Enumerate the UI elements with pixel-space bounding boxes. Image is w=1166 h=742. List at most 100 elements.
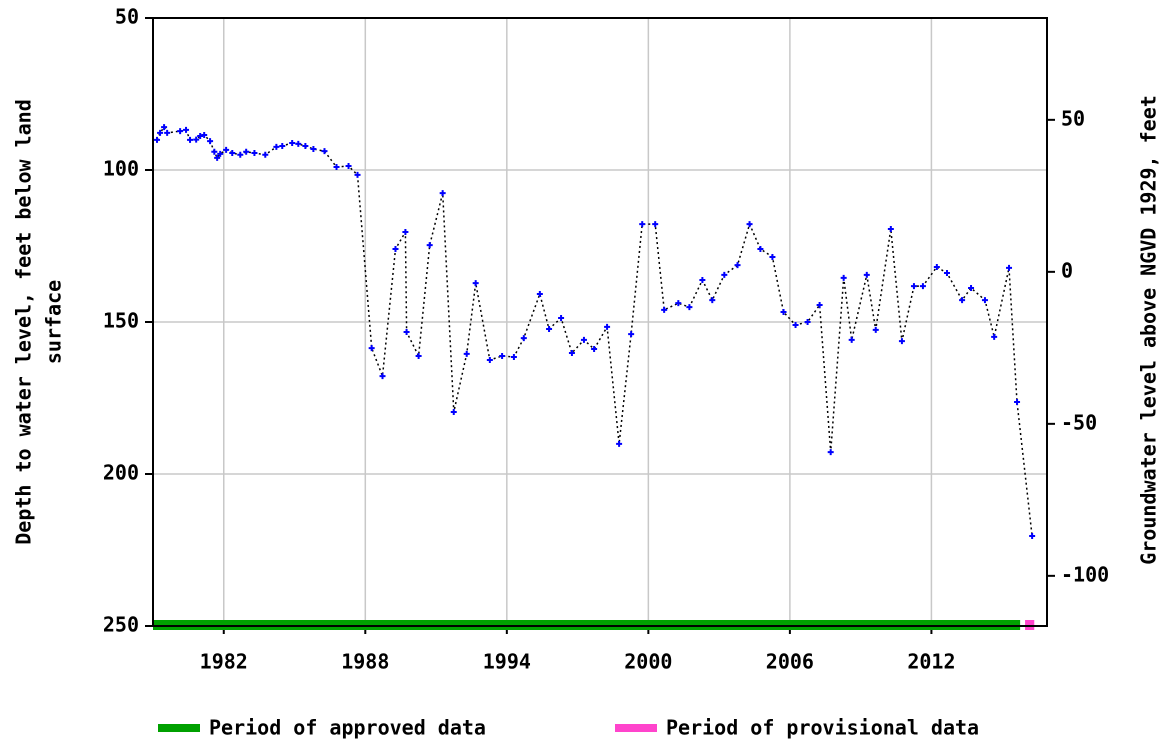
data-point (379, 373, 386, 380)
data-point (164, 129, 171, 136)
data-point (201, 132, 208, 139)
data-point (157, 129, 164, 136)
data-point (510, 353, 517, 360)
data-point (402, 229, 409, 236)
data-point (193, 136, 200, 143)
data-point (243, 148, 250, 155)
data-point (295, 140, 302, 147)
data-point (217, 150, 224, 157)
data-point (991, 333, 998, 340)
data-point (734, 262, 741, 269)
data-point (345, 163, 352, 170)
data-point (472, 280, 479, 287)
data-point (919, 283, 926, 290)
data-point (392, 246, 399, 253)
data-point (959, 297, 966, 304)
x-tick-label: 2012 (907, 650, 955, 674)
y2-tick-label: 0 (1061, 258, 1073, 282)
data-point (177, 128, 184, 135)
data-point (792, 322, 799, 329)
data-line (156, 125, 1033, 537)
y-tick-label: 250 (103, 613, 139, 637)
data-point (187, 136, 194, 143)
x-tick-label: 2006 (766, 650, 814, 674)
data-point (943, 270, 950, 277)
plot-frame (152, 17, 1048, 627)
data-point (721, 271, 728, 278)
data-point (709, 297, 716, 304)
data-point (804, 319, 811, 325)
data-point (310, 146, 317, 153)
data-point (450, 408, 457, 415)
data-point (591, 346, 598, 353)
data-point (161, 124, 168, 131)
data-point (207, 138, 214, 145)
data-point (546, 325, 553, 332)
y-axis-label: Depth to water level, feet below land (12, 99, 36, 545)
x-tick-label: 1988 (341, 650, 389, 674)
y-tick-label: 100 (103, 157, 139, 181)
data-point (827, 449, 834, 456)
data-point (333, 163, 340, 170)
data-point (251, 149, 258, 156)
data-point (887, 225, 894, 232)
y2-tick-label: -100 (1061, 562, 1109, 586)
data-point (558, 315, 565, 322)
data-point (628, 331, 635, 338)
data-point (898, 338, 905, 345)
data-point (279, 142, 286, 149)
data-point (639, 221, 646, 228)
data-point (321, 148, 328, 155)
data-point (1029, 533, 1036, 540)
data-point (699, 277, 706, 284)
data-point (223, 146, 230, 153)
data-point (910, 283, 917, 290)
data-point (757, 246, 764, 253)
data-point (780, 308, 787, 315)
data-point (840, 274, 847, 281)
data-point (686, 304, 693, 311)
data-point (154, 136, 161, 143)
data-point (746, 221, 753, 228)
data-point (439, 190, 446, 197)
data-point (289, 139, 296, 146)
data-point (426, 242, 433, 249)
data-point (616, 440, 623, 447)
y2-tick-label: 50 (1061, 106, 1085, 130)
data-point (368, 345, 375, 352)
y-tick-label: 150 (103, 309, 139, 333)
legend-swatch (158, 724, 200, 732)
data-point (302, 142, 309, 149)
data-point (604, 323, 611, 330)
data-point (486, 357, 493, 363)
y-tick-label: 50 (115, 5, 139, 29)
data-point (580, 336, 587, 343)
data-point (568, 350, 575, 357)
data-point (273, 143, 280, 150)
data-point (415, 353, 422, 360)
data-point (769, 253, 776, 260)
data-point (652, 221, 659, 228)
data-point (229, 149, 236, 156)
data-point (872, 326, 879, 333)
data-point (463, 350, 470, 357)
data-point (1006, 264, 1013, 271)
data-point (214, 154, 221, 161)
y2-axis-label: Groundwater level above NGVD 1929, feet (1137, 95, 1161, 565)
data-point (981, 297, 988, 304)
data-point (354, 171, 361, 178)
y-axis-label: surface (42, 280, 66, 364)
data-point (675, 300, 682, 307)
y2-tick-label: -50 (1061, 410, 1097, 434)
data-point (520, 335, 527, 342)
data-point (403, 329, 410, 336)
data-point (848, 336, 855, 343)
data-point (968, 284, 975, 291)
data-point (262, 151, 269, 158)
data-point (661, 306, 668, 313)
data-point (816, 301, 823, 308)
data-point (536, 291, 543, 298)
data-point (211, 148, 218, 155)
legend-label: Period of provisional data (666, 716, 979, 740)
